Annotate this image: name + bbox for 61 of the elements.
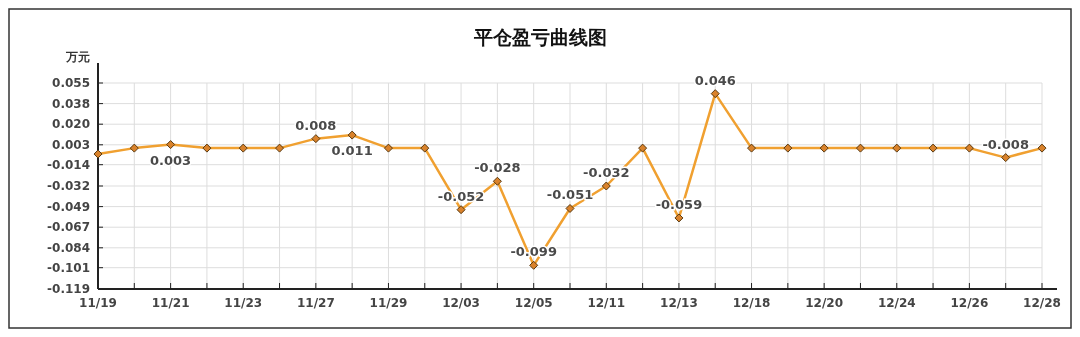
x-tick-label: 12/18 bbox=[732, 296, 771, 310]
point bbox=[166, 140, 176, 150]
point bbox=[892, 143, 902, 153]
point bbox=[638, 143, 648, 153]
point bbox=[819, 143, 829, 153]
point bbox=[1037, 143, 1047, 153]
x-tick-label: 12/05 bbox=[514, 296, 553, 310]
y-tick-label: -0.119 bbox=[47, 282, 90, 297]
point bbox=[383, 143, 393, 153]
point bbox=[674, 213, 684, 223]
y-tick-label: -0.049 bbox=[47, 199, 90, 214]
x-tick-label: 12/03 bbox=[442, 296, 480, 310]
point bbox=[420, 143, 430, 153]
point bbox=[456, 205, 466, 215]
y-tick-label: 0.038 bbox=[52, 96, 90, 111]
data-label: -0.008 bbox=[982, 136, 1029, 152]
y-tick-label: 0.055 bbox=[52, 76, 90, 91]
x-tick-label: 12/11 bbox=[587, 296, 626, 310]
y-tick-label: -0.101 bbox=[47, 260, 90, 275]
data-label: 0.003 bbox=[150, 152, 192, 168]
y-tick-label: -0.032 bbox=[47, 179, 90, 194]
x-tick-label: 12/13 bbox=[660, 296, 698, 310]
point bbox=[1001, 153, 1011, 163]
point bbox=[928, 143, 938, 153]
point bbox=[129, 143, 139, 153]
y-tick-label: -0.084 bbox=[47, 241, 90, 255]
point bbox=[347, 130, 357, 140]
point bbox=[601, 181, 611, 191]
y-axis-title: 万元 bbox=[65, 50, 90, 64]
x-tick-label: 12/26 bbox=[950, 296, 989, 310]
x-tick-label: 11/27 bbox=[296, 296, 335, 310]
data-label: -0.051 bbox=[546, 187, 594, 203]
point bbox=[747, 143, 757, 153]
x-tick-label: 12/20 bbox=[805, 296, 844, 310]
chart-title: 平仓盈亏曲线图 bbox=[472, 26, 607, 48]
point bbox=[710, 89, 720, 99]
data-label: 0.046 bbox=[694, 72, 736, 88]
x-tick-label: 11/29 bbox=[369, 296, 408, 310]
data-label: 0.008 bbox=[295, 117, 337, 133]
x-tick-label: 11/21 bbox=[151, 296, 190, 310]
point bbox=[275, 143, 285, 153]
point bbox=[855, 143, 865, 153]
x-tick-label: 12/24 bbox=[877, 296, 916, 310]
point bbox=[529, 260, 539, 270]
point bbox=[964, 143, 974, 153]
point bbox=[565, 203, 575, 213]
point bbox=[783, 143, 793, 153]
data-label: 0.011 bbox=[331, 143, 373, 159]
x-tick-label: 11/19 bbox=[79, 296, 117, 310]
x-tick-label: 11/23 bbox=[224, 296, 263, 310]
point bbox=[492, 176, 502, 186]
x-tick-label: 12/28 bbox=[1023, 296, 1061, 310]
point bbox=[238, 143, 248, 153]
y-tick-label: 0.003 bbox=[52, 138, 90, 152]
y-tick-label: -0.014 bbox=[47, 157, 90, 172]
y-tick-label: 0.020 bbox=[52, 117, 90, 132]
y-tick-label: -0.067 bbox=[47, 220, 90, 235]
point bbox=[202, 143, 212, 153]
point bbox=[311, 134, 321, 144]
data-label: -0.028 bbox=[474, 160, 521, 176]
point bbox=[93, 149, 103, 159]
